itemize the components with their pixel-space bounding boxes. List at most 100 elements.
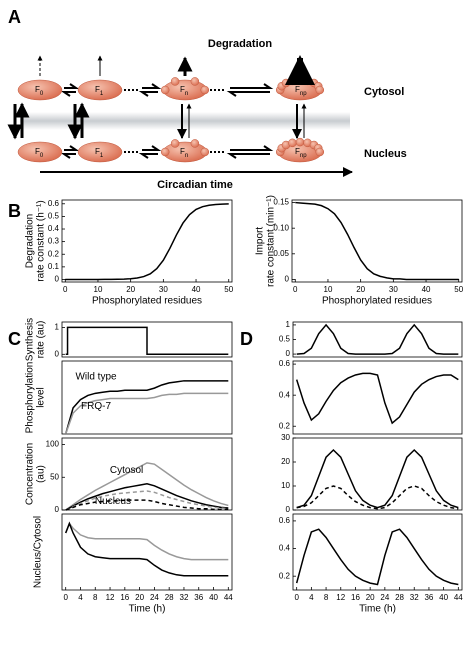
plot-frame <box>61 199 233 283</box>
protein <box>77 141 123 163</box>
protein-name: F <box>35 147 40 156</box>
exchange-arrow <box>230 145 274 151</box>
panel-label: C <box>8 329 21 349</box>
y-tick-label: 0 <box>286 349 291 358</box>
x-tick-label: 28 <box>395 593 404 602</box>
plot-frame <box>61 437 233 511</box>
protein-sub: n <box>185 153 188 159</box>
y-axis-label: Nucleus/Cytosol <box>33 516 44 588</box>
phosphate <box>160 85 170 95</box>
y-tick-label: 20 <box>281 457 290 466</box>
x-tick-label: 4 <box>78 593 83 602</box>
x-tick-label: 12 <box>106 593 115 602</box>
compartment-label: Cytosol <box>364 86 404 98</box>
phosphate <box>295 75 305 85</box>
annotation: Nucleus <box>95 496 131 507</box>
exchange-arrow <box>230 83 274 89</box>
phosphate <box>200 85 210 95</box>
y-tick-label: 0.4 <box>279 390 291 399</box>
y-tick-label: 0.5 <box>279 335 291 344</box>
x-axis-label: Phosphorylated residues <box>322 296 432 307</box>
protein-name: F <box>95 85 100 94</box>
plot-frame <box>61 513 233 591</box>
protein-name: F <box>180 85 185 94</box>
x-tick-label: 10 <box>94 285 103 294</box>
line-series <box>295 528 459 586</box>
exchange-arrow <box>64 145 80 151</box>
y-tick-label: 0.2 <box>279 571 291 580</box>
x-tick-label: 0 <box>63 285 68 294</box>
exchange-arrow <box>138 153 158 159</box>
exchange-arrow <box>226 91 270 97</box>
y-axis-label: level <box>36 387 47 408</box>
protein-sub: 1 <box>100 91 104 97</box>
line-series <box>65 483 229 511</box>
protein-sub: 0 <box>40 153 44 159</box>
protein-label: Fnp <box>295 147 307 158</box>
x-axis-label: Time (h) <box>129 604 166 615</box>
y-tick-label: 50 <box>50 472 59 481</box>
y-tick-label: 100 <box>46 440 60 449</box>
x-tick-label: 0 <box>294 593 299 602</box>
exchange-arrow <box>142 145 162 151</box>
x-tick-label: 12 <box>336 593 345 602</box>
line-series <box>65 462 229 511</box>
x-tick-label: 28 <box>165 593 174 602</box>
y-axis-label: Synthesis <box>25 318 36 361</box>
y-tick-label: 0.05 <box>273 249 289 258</box>
line-series <box>64 392 229 435</box>
annotation: Wild type <box>75 372 117 383</box>
x-tick-label: 16 <box>351 593 360 602</box>
x-tick-label: 16 <box>120 593 129 602</box>
phosphate <box>170 139 180 148</box>
x-tick-label: 20 <box>366 593 375 602</box>
plot-frame <box>291 199 463 283</box>
membrane <box>20 112 350 130</box>
phosphate <box>190 77 200 86</box>
phosphate <box>200 147 210 157</box>
panel-label: A <box>8 7 21 27</box>
x-tick-label: 0 <box>293 285 298 294</box>
protein-label: F1 <box>95 147 104 158</box>
panel-label: D <box>240 329 253 349</box>
x-tick-label: 40 <box>422 285 431 294</box>
y-axis-label: Concentration <box>25 443 36 505</box>
protein-label: Fn <box>180 147 188 158</box>
x-tick-label: 44 <box>454 593 463 602</box>
x-tick-label: 36 <box>194 593 203 602</box>
protein-name: F <box>295 85 300 94</box>
x-tick-label: 20 <box>135 593 144 602</box>
line-series <box>65 490 229 511</box>
phosphate <box>315 85 325 95</box>
annotation: FRQ-7 <box>81 401 111 412</box>
protein-label: F0 <box>35 147 44 158</box>
y-tick-label: 10 <box>281 481 290 490</box>
line-series <box>65 203 229 281</box>
line-series <box>296 448 459 509</box>
plot-frame <box>292 321 463 358</box>
x-tick-label: 20 <box>356 285 365 294</box>
phosphate <box>288 76 297 86</box>
phosphate <box>190 139 200 148</box>
x-tick-label: 20 <box>126 285 135 294</box>
y-tick-label: 1 <box>55 322 60 331</box>
y-tick-label: 0.6 <box>279 516 291 525</box>
x-tick-label: 40 <box>439 593 448 602</box>
protein-name: F <box>295 147 300 156</box>
y-tick-label: 0.2 <box>279 421 291 430</box>
exchange-arrow <box>64 83 80 89</box>
annotation: Cytosol <box>110 465 143 476</box>
exchange-arrow <box>60 153 76 159</box>
exchange-arrow <box>60 91 76 97</box>
y-tick-label: 0.1 <box>48 262 60 271</box>
y-tick-label: 0.3 <box>48 237 60 246</box>
phosphate <box>170 77 180 86</box>
compartment-label: Nucleus <box>364 148 407 160</box>
plot-frame <box>61 321 233 358</box>
diagram-title: Degradation <box>208 38 272 50</box>
x-tick-label: 36 <box>424 593 433 602</box>
y-tick-label: 0 <box>55 505 60 514</box>
y-tick-label: 0.2 <box>48 249 60 258</box>
panel-label: B <box>8 201 21 221</box>
